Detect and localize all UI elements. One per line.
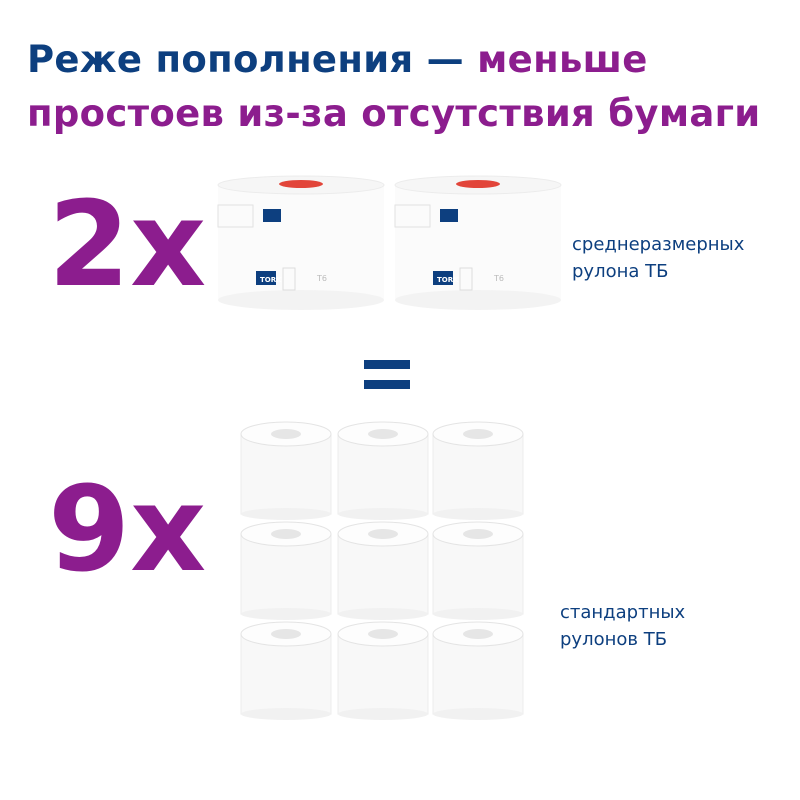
roll-core-hole <box>271 429 301 439</box>
roll-bottom <box>433 708 523 720</box>
headline-navy: Реже пополнения — <box>27 38 478 81</box>
mid-size-roll: TORK T6 <box>217 175 385 310</box>
roll-body <box>240 633 332 715</box>
standard-roll <box>240 421 332 520</box>
roll-core-hole <box>271 629 301 639</box>
tork-logo-upper <box>263 209 281 222</box>
standard-roll <box>240 621 332 720</box>
multiplier-2x: 2x <box>48 175 207 313</box>
dispenser-icon <box>282 267 296 291</box>
red-core-icon <box>456 180 500 188</box>
tork-logo-lower <box>256 271 276 285</box>
roll-bottom <box>338 508 428 520</box>
standard-roll <box>337 621 429 720</box>
tork-logo-upper <box>440 209 458 222</box>
roll-core-hole <box>463 429 493 439</box>
roll-bottom <box>241 508 331 520</box>
red-core-icon <box>279 180 323 188</box>
mid-size-roll: TORK T6 <box>394 175 562 310</box>
roll-bottom <box>338 708 428 720</box>
dispenser-icon <box>459 267 473 291</box>
dispenser-code-text: T6 <box>493 274 504 283</box>
roll-body <box>240 533 332 615</box>
roll-body <box>337 633 429 715</box>
roll-body <box>337 533 429 615</box>
bottom-label-line-2: рулонов ТБ <box>560 629 668 650</box>
roll-bottom <box>395 290 561 310</box>
roll-core-hole <box>271 529 301 539</box>
headline-line-1: Реже пополнения — меньше <box>27 38 648 81</box>
roll-bottom <box>218 290 384 310</box>
equals-sign <box>364 360 410 400</box>
roll-core-hole <box>368 529 398 539</box>
standard-roll <box>240 521 332 620</box>
roll-core-hole <box>463 629 493 639</box>
roll-core-hole <box>463 529 493 539</box>
brand-text: TORK <box>260 276 282 284</box>
top-label: среднеразмерных рулона ТБ <box>572 231 744 285</box>
tork-logo-lower <box>433 271 453 285</box>
roll-bottom <box>433 608 523 620</box>
standard-roll <box>337 421 429 520</box>
bottom-label-line-1: стандартных <box>560 602 686 623</box>
roll-bottom <box>338 608 428 620</box>
roll-bottom <box>241 708 331 720</box>
standard-roll <box>337 521 429 620</box>
top-label-line-1: среднеразмерных <box>572 234 745 255</box>
top-label-line-2: рулона ТБ <box>572 261 669 282</box>
roll-body <box>218 185 384 300</box>
dispenser-code-text: T6 <box>316 274 327 283</box>
standard-roll <box>432 521 524 620</box>
brand-text: TORK <box>437 276 459 284</box>
roll-body <box>432 433 524 515</box>
standard-roll <box>432 421 524 520</box>
headline-purple: меньше <box>477 38 648 81</box>
instruction-icon <box>394 204 431 228</box>
standard-roll <box>432 621 524 720</box>
roll-bottom <box>241 608 331 620</box>
roll-body <box>395 185 561 300</box>
roll-body <box>432 633 524 715</box>
roll-core-hole <box>368 429 398 439</box>
roll-bottom <box>433 508 523 520</box>
multiplier-9x: 9x <box>48 460 207 598</box>
bottom-label: стандартных рулонов ТБ <box>560 599 685 653</box>
instruction-icon <box>217 204 254 228</box>
roll-core-hole <box>368 629 398 639</box>
headline-line-2: простоев из-за отсутствия бумаги <box>27 92 761 135</box>
